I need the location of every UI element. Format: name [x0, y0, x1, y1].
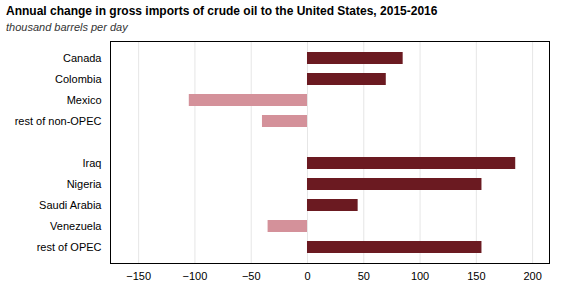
- html-text:thousand barrels per day: thousand barrels per day: [6, 21, 128, 33]
- svg-text:rest of OPEC: rest of OPEC: [37, 241, 102, 253]
- svg-text:150: 150: [467, 270, 485, 282]
- svg-text:−150: −150: [126, 270, 151, 282]
- svg-text:Nigeria: Nigeria: [67, 178, 103, 190]
- svg-text:Iraq: Iraq: [83, 157, 102, 169]
- html-text:Annual change in gross imports: Annual change in gross imports of crude …: [6, 4, 438, 18]
- svg-text:Colombia: Colombia: [55, 73, 102, 85]
- svg-text:0: 0: [304, 270, 310, 282]
- svg-text:200: 200: [523, 270, 541, 282]
- svg-text:100: 100: [411, 270, 429, 282]
- svg-text:rest of non-OPEC: rest of non-OPEC: [15, 115, 102, 127]
- svg-text:Saudi Arabia: Saudi Arabia: [39, 199, 102, 211]
- svg-text:−50: −50: [242, 270, 261, 282]
- svg-text:Canada: Canada: [63, 52, 102, 64]
- svg-text:50: 50: [358, 270, 370, 282]
- svg-text:−100: −100: [183, 270, 208, 282]
- svg-text:Venezuela: Venezuela: [50, 220, 102, 232]
- svg-text:Mexico: Mexico: [67, 94, 102, 106]
